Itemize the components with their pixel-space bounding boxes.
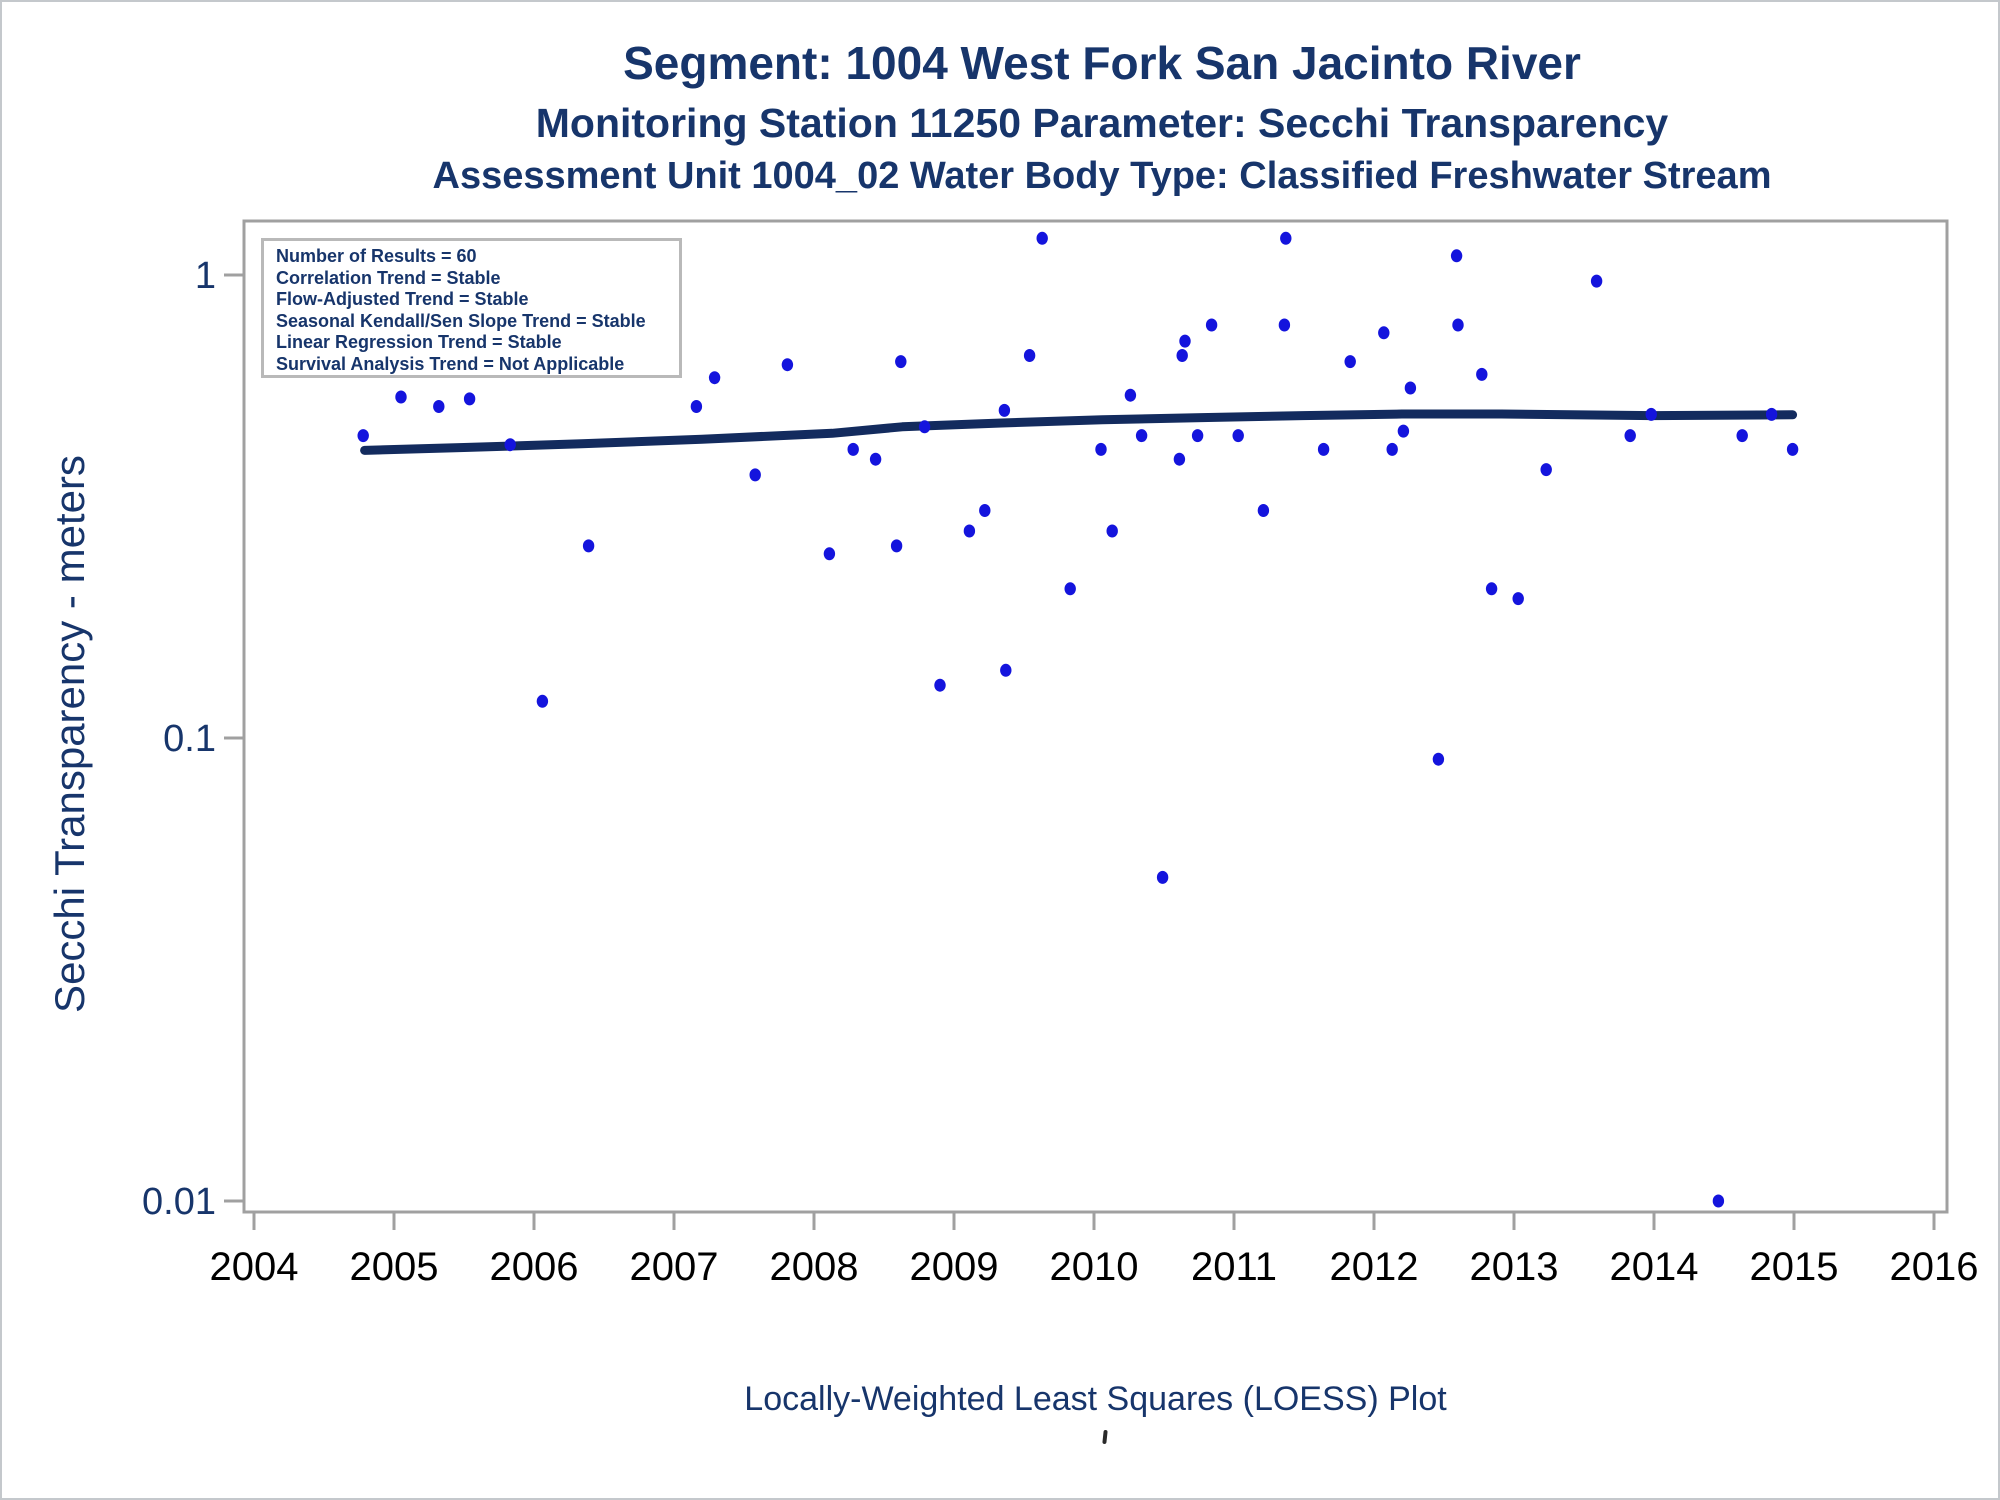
data-point: [1786, 442, 1799, 456]
data-point: [1280, 231, 1292, 245]
data-point: [1450, 249, 1463, 263]
data-point: [1317, 442, 1330, 456]
x-tick-label: 2006: [490, 1245, 579, 1289]
x-tick-label: 2015: [1750, 1245, 1839, 1289]
data-point: [998, 403, 1011, 417]
data-point: [979, 504, 991, 517]
data-point: [1106, 524, 1118, 538]
chart-footer-caption: Locally-Weighted Least Squares (LOESS) P…: [744, 1380, 1447, 1418]
data-point: [690, 400, 703, 413]
data-point: [823, 547, 836, 561]
data-point: [1176, 349, 1188, 362]
data-point: [1232, 429, 1244, 443]
data-point: [1344, 355, 1356, 369]
data-point: [847, 442, 859, 456]
data-point: [1590, 274, 1603, 288]
stat-correlation-trend: Correlation Trend = Stable: [276, 267, 501, 288]
data-point: [357, 429, 369, 443]
data-point: [869, 452, 882, 466]
data-point: [1432, 752, 1445, 766]
x-tick-label: 2007: [630, 1245, 719, 1289]
data-point: [1173, 452, 1186, 466]
data-point: [890, 539, 903, 553]
data-point: [749, 468, 761, 482]
chart-titles: Segment: 1004 West Fork San Jacinto Rive…: [202, 36, 1998, 200]
data-point: [1476, 367, 1488, 381]
data-point: [781, 358, 794, 372]
x-tick-label: 2010: [1050, 1245, 1139, 1289]
data-point: [1124, 388, 1137, 402]
y-tick-label: 0.1: [163, 718, 216, 760]
data-point: [1512, 592, 1524, 606]
data-point: [1257, 504, 1270, 517]
data-point: [1278, 318, 1291, 332]
data-point: [1645, 407, 1657, 421]
chart-subtitle-assessment-unit: Assessment Unit 1004_02 Water Body Type:…: [432, 155, 1772, 198]
x-tick-label: 2004: [210, 1245, 299, 1289]
stat-seasonal-kendall-trend: Seasonal Kendall/Sen Slope Trend = Stabl…: [276, 310, 646, 331]
data-point: [1404, 381, 1417, 395]
trend-stats-box: Number of Results = 60 Correlation Trend…: [261, 238, 682, 378]
data-point: [1064, 582, 1076, 596]
x-tick-label: 2005: [350, 1245, 439, 1289]
x-tick-label: 2014: [1610, 1245, 1699, 1289]
data-point: [918, 420, 931, 434]
x-tick-label: 2012: [1330, 1245, 1419, 1289]
y-tick-label: 1: [195, 255, 216, 297]
x-tick-label: 2008: [770, 1245, 859, 1289]
data-point: [708, 371, 721, 385]
data-point: [463, 392, 476, 406]
data-point: [1386, 442, 1398, 456]
x-tick-label: 2009: [910, 1245, 999, 1289]
data-point: [1736, 429, 1748, 443]
loess-trend-line: [360, 409, 1798, 455]
data-point: [1765, 407, 1778, 421]
data-point: [934, 678, 946, 692]
data-point: [1712, 1194, 1725, 1208]
data-point: [1452, 318, 1464, 332]
x-tick-label: 2011: [1191, 1245, 1277, 1289]
data-point: [1378, 326, 1390, 340]
data-point: [1485, 582, 1498, 596]
data-point: [504, 438, 516, 452]
x-tick-label: 2013: [1470, 1245, 1559, 1289]
stat-flow-adjusted-trend: Flow-Adjusted Trend = Stable: [276, 289, 529, 309]
data-point: [1023, 349, 1036, 362]
data-point: [1540, 463, 1552, 477]
data-point: [1156, 870, 1169, 884]
data-point: [1000, 663, 1012, 677]
data-point: [1036, 231, 1048, 245]
stat-linear-regression-trend: Linear Regression Trend = Stable: [276, 332, 562, 352]
data-point: [1191, 429, 1204, 443]
x-tick-label: 2016: [1890, 1245, 1979, 1289]
data-point: [1205, 318, 1218, 332]
stat-survival-analysis-trend: Survival Analysis Trend = Not Applicable: [276, 353, 625, 374]
data-point: [1397, 424, 1410, 438]
data-point: [395, 390, 407, 404]
data-point: [895, 355, 907, 369]
y-tick-label: 0.01: [142, 1181, 216, 1223]
data-point: [1135, 429, 1148, 443]
data-point: [1624, 429, 1636, 443]
data-point: [433, 400, 445, 413]
stat-number-of-results: Number of Results = 60: [276, 246, 477, 266]
data-point: [963, 524, 976, 538]
data-point: [1179, 334, 1191, 348]
chart-subtitle-station: Monitoring Station 11250 Parameter: Secc…: [535, 100, 1669, 147]
data-point: [536, 694, 549, 708]
data-point: [1095, 442, 1107, 456]
y-axis-title: Secchi Transparency - meters: [46, 455, 93, 1013]
data-point: [582, 539, 595, 553]
chart-title: Segment: 1004 West Fork San Jacinto Rive…: [623, 37, 1581, 89]
